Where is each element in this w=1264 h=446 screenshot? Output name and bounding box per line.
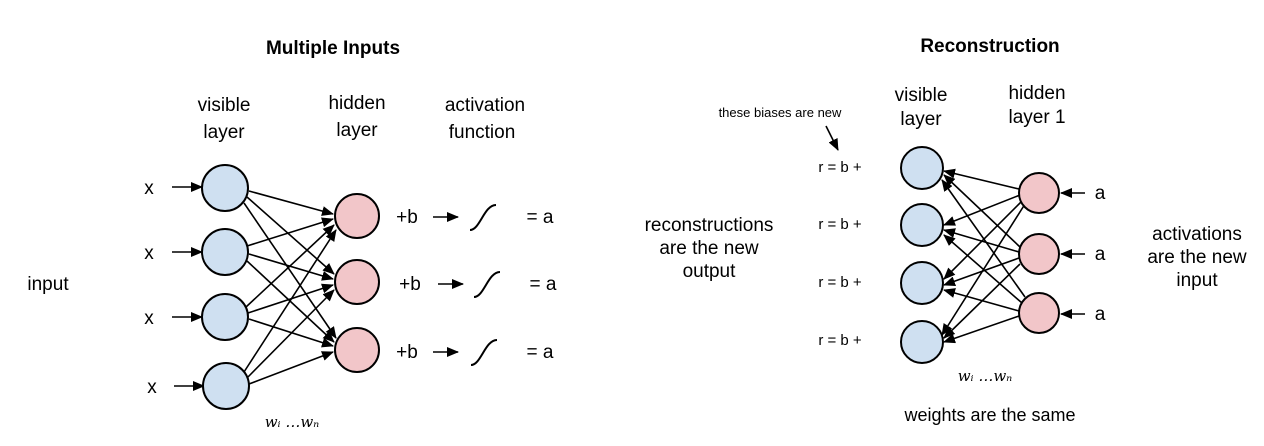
visible-layer-label-line2: layer xyxy=(203,122,245,143)
visible-node xyxy=(201,164,249,212)
visible-node xyxy=(201,228,249,276)
reconstruction-label: r = b + xyxy=(818,159,862,176)
visible-node xyxy=(900,146,944,190)
activation-function-label-line2: function xyxy=(449,122,516,143)
visible-layer-label-line1: visible xyxy=(895,85,948,106)
activation-label: a xyxy=(1095,183,1106,204)
hidden-layer-label-line1: hidden xyxy=(328,93,385,114)
hidden-layer-label-line2: layer 1 xyxy=(1008,107,1065,128)
visible-layer-label-line1: visible xyxy=(198,95,251,116)
weights-label: wᵢ …wₙ xyxy=(958,367,1013,385)
weight-connections xyxy=(243,190,337,385)
reconstruction-label: r = b + xyxy=(818,274,862,291)
hidden-node xyxy=(1018,172,1060,214)
sigmoid-icon xyxy=(470,339,498,366)
reconstruction-panel: Reconstruction these biases are new visi… xyxy=(645,36,1247,425)
activations-note-line1: activations xyxy=(1152,224,1242,245)
output-label: = a xyxy=(527,342,554,363)
output-label: = a xyxy=(527,207,554,228)
sigmoid-icon xyxy=(469,204,497,231)
activations-note-line2: are the new xyxy=(1147,247,1247,268)
hidden-node xyxy=(334,259,380,305)
x-input-label: x xyxy=(144,178,154,199)
input-label: input xyxy=(27,274,69,295)
hidden-layer-label-line2: layer xyxy=(336,120,378,141)
visible-layer-label-line2: layer xyxy=(900,109,942,130)
x-input-label: x xyxy=(144,243,154,264)
activations-note-line3: input xyxy=(1176,270,1218,291)
weights-note: weights are the same xyxy=(903,405,1075,425)
visible-node xyxy=(900,261,944,305)
x-input-label: x xyxy=(147,377,157,398)
hidden-node xyxy=(334,327,380,373)
sigmoid-icon xyxy=(473,271,501,298)
bias-label: +b xyxy=(396,342,418,363)
bias-note: these biases are new xyxy=(719,105,842,120)
visible-node xyxy=(201,293,249,341)
hidden-node xyxy=(334,193,380,239)
x-input-label: x xyxy=(144,308,154,329)
reconstruction-label: r = b + xyxy=(818,332,862,349)
hidden-node xyxy=(1018,292,1060,334)
activation-label: a xyxy=(1095,304,1106,325)
reconstruction-title: Reconstruction xyxy=(920,36,1059,57)
reconstructions-note-line1: reconstructions xyxy=(645,215,774,236)
reconstructions-note-line3: output xyxy=(683,261,737,282)
visible-node xyxy=(900,203,944,247)
visible-node xyxy=(900,320,944,364)
bias-label: +b xyxy=(396,207,418,228)
multiple-inputs-panel: Multiple Inputs visible layer hidden lay… xyxy=(27,38,556,431)
multiple-inputs-title: Multiple Inputs xyxy=(266,38,400,59)
activation-function-label-line1: activation xyxy=(445,95,525,116)
reconstruction-label: r = b + xyxy=(818,216,862,233)
visible-node xyxy=(202,362,250,410)
weights-label: wᵢ …wₙ xyxy=(265,413,320,431)
hidden-layer-label-line1: hidden xyxy=(1008,83,1065,104)
output-label: = a xyxy=(530,274,557,295)
reconstruction-connections xyxy=(941,168,1026,344)
bias-note-arrow xyxy=(825,125,839,151)
activation-label: a xyxy=(1095,244,1106,265)
bias-label: +b xyxy=(399,274,421,295)
reconstructions-note-line2: are the new xyxy=(659,238,759,259)
hidden-node xyxy=(1018,233,1060,275)
